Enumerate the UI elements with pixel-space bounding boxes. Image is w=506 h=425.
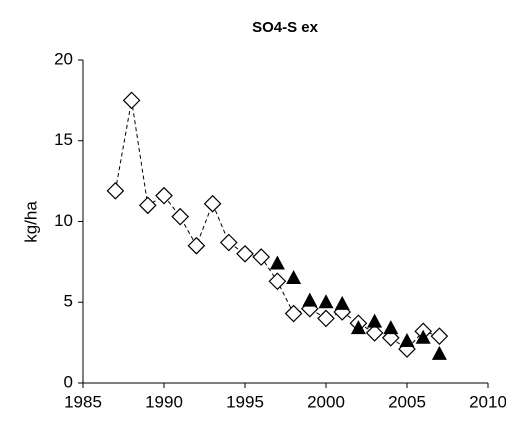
diamond-marker <box>317 309 335 328</box>
triangle-marker <box>350 320 366 335</box>
diamond-marker <box>365 324 384 342</box>
diamond-marker <box>219 233 238 252</box>
y-tick-label: 10 <box>54 211 73 230</box>
triangle-marker <box>269 255 285 270</box>
triangle-marker <box>318 294 334 309</box>
y-tick-label: 5 <box>64 292 73 311</box>
diamond-marker <box>138 196 157 215</box>
triangle-marker <box>367 313 383 328</box>
diamond-marker <box>252 248 271 266</box>
chart-title: SO4-S ex <box>252 19 319 36</box>
diamond-marker <box>122 91 141 110</box>
y-axis-label: kg/ha <box>21 201 40 243</box>
triangle-marker <box>383 320 399 335</box>
x-tick-label: 1995 <box>226 392 264 411</box>
x-tick-label: 1985 <box>64 392 102 411</box>
x-tick-label: 2000 <box>307 392 345 411</box>
triangle-marker <box>399 333 415 348</box>
x-tick-label: 2010 <box>469 392 506 411</box>
y-tick-label: 15 <box>54 130 73 149</box>
triangle-marker <box>415 329 431 344</box>
x-tick-label: 2005 <box>388 392 426 411</box>
diamond-marker <box>203 194 222 213</box>
x-tick-label: 1990 <box>145 392 183 411</box>
diamond-marker <box>187 236 206 255</box>
diamond-marker <box>268 272 287 291</box>
triangle-marker <box>334 295 350 310</box>
diamond-marker <box>236 244 254 263</box>
diamond-marker <box>430 327 449 346</box>
triangle-marker <box>302 292 318 307</box>
y-tick-label: 20 <box>54 49 73 68</box>
y-tick-label: 0 <box>64 372 73 391</box>
triangle-marker <box>286 270 302 285</box>
diamond-marker <box>171 207 190 226</box>
diamond-marker <box>284 304 303 323</box>
diamond-marker <box>106 181 125 200</box>
diamond-marker <box>155 186 173 205</box>
series-line <box>114 100 440 350</box>
triangle-marker <box>431 345 447 360</box>
